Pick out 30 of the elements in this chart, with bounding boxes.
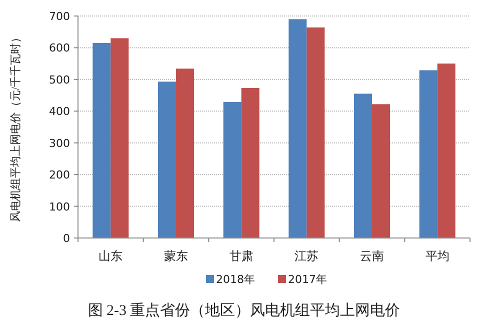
text: 图 2-3 重点省份（地区）风电机组平均上网电价 — [88, 302, 400, 319]
bar — [92, 42, 111, 238]
bar — [419, 70, 438, 238]
bar — [110, 38, 129, 238]
y-axis-title: 风电机组平均上网电价（元/千千瓦时） — [9, 32, 22, 222]
bar — [306, 27, 325, 238]
y-tick-label: 700 — [49, 10, 70, 23]
y-tick-label: 500 — [49, 73, 70, 86]
x-tick-label: 平均 — [425, 249, 450, 263]
x-tick-label: 江苏 — [294, 249, 319, 263]
bar — [241, 88, 260, 238]
x-tick-label: 甘肃 — [229, 249, 254, 263]
y-tick-label: 300 — [49, 136, 70, 150]
bar — [176, 68, 194, 238]
bar — [354, 94, 372, 238]
legend-label: 2018年 — [216, 273, 255, 286]
x-tick-label: 云南 — [360, 249, 384, 263]
bar — [288, 19, 307, 238]
legend-label: 2017年 — [288, 273, 327, 286]
x-tick-label: 山东 — [98, 249, 123, 263]
y-tick-label: 400 — [49, 105, 70, 118]
y-tick-label: 600 — [49, 42, 70, 55]
x-tick-label: 蒙东 — [164, 249, 188, 263]
bar — [158, 82, 176, 238]
y-tick-label: 0 — [63, 232, 70, 245]
y-tick-label: 100 — [49, 200, 70, 214]
y-tick-label: 200 — [49, 168, 70, 182]
bar — [437, 64, 456, 238]
bar — [372, 104, 390, 238]
bar — [223, 102, 242, 238]
